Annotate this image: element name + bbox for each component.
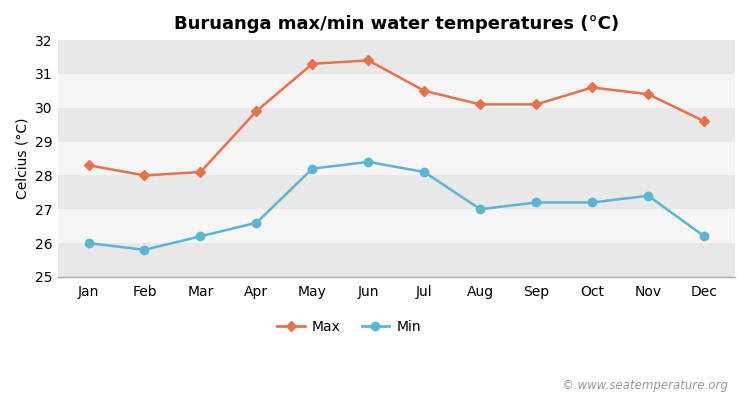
Min — [140, 248, 149, 252]
Max — [588, 85, 597, 90]
Bar — [58, 209, 735, 243]
Max — [476, 102, 484, 107]
Max — [644, 92, 652, 97]
Legend: Max, Min: Max, Min — [272, 315, 427, 340]
Min — [252, 220, 261, 225]
Bar — [58, 142, 735, 176]
Title: Buruanga max/min water temperatures (°C): Buruanga max/min water temperatures (°C) — [174, 15, 619, 33]
Max — [196, 170, 205, 174]
Max — [84, 163, 93, 168]
Min — [84, 241, 93, 246]
Max — [700, 119, 709, 124]
Line: Min: Min — [84, 158, 709, 254]
Line: Max: Max — [85, 57, 708, 179]
Min — [700, 234, 709, 239]
Y-axis label: Celcius (°C): Celcius (°C) — [15, 118, 29, 199]
Text: © www.seatemperature.org: © www.seatemperature.org — [562, 379, 728, 392]
Min — [532, 200, 541, 205]
Min — [588, 200, 597, 205]
Max — [252, 109, 261, 114]
Bar — [58, 243, 735, 277]
Min — [644, 193, 652, 198]
Bar — [58, 40, 735, 74]
Bar — [58, 74, 735, 108]
Min — [420, 170, 429, 174]
Bar — [58, 108, 735, 142]
Min — [196, 234, 205, 239]
Max — [140, 173, 149, 178]
Min — [308, 166, 317, 171]
Max — [420, 88, 429, 93]
Max — [308, 61, 317, 66]
Max — [364, 58, 373, 63]
Bar — [58, 176, 735, 209]
Min — [364, 160, 373, 164]
Min — [476, 207, 484, 212]
Max — [532, 102, 541, 107]
